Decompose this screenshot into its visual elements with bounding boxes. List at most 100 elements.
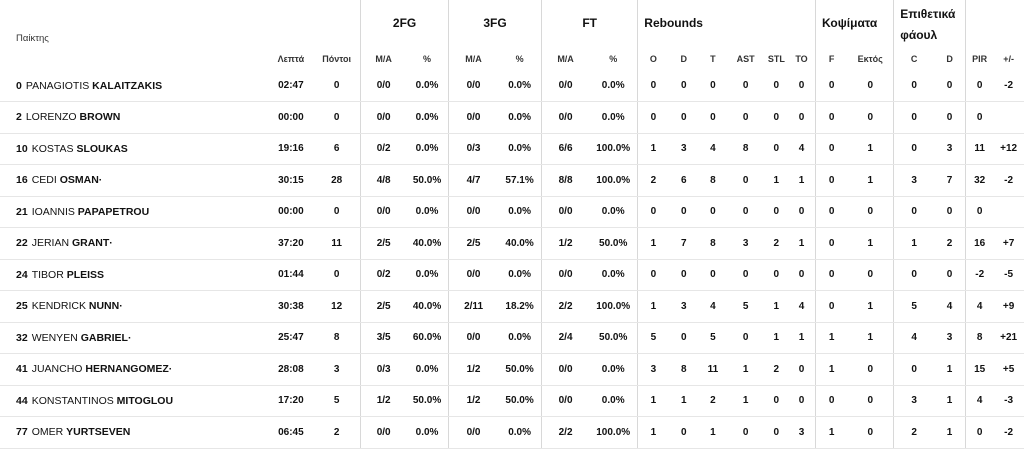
plus-minus-cell: +12 xyxy=(993,133,1024,165)
player-last-name: SLOUKAS xyxy=(76,142,128,155)
points-cell: 8 xyxy=(313,322,361,354)
blocks-against-cell: 1 xyxy=(847,227,894,260)
blocks-against-cell: 0 xyxy=(847,385,894,417)
assists-cell: 0 xyxy=(726,101,765,134)
player-name-cell[interactable]: 2 LORENZO BROWN xyxy=(0,101,269,134)
points-cell: 0 xyxy=(313,101,361,134)
fouls-committed-cell: 0 xyxy=(893,101,934,134)
ft-made-attempted-cell: 8/8 xyxy=(541,164,590,197)
total-rebounds-cell: 8 xyxy=(699,164,727,197)
minutes-cell: 19:16 xyxy=(268,133,314,165)
player-first-name: KENDRICK xyxy=(31,300,86,313)
2fg-made-attempted-cell: 0/0 xyxy=(360,101,407,134)
player-number: 21 xyxy=(16,205,28,218)
2fg-pct-cell: 0.0% xyxy=(406,416,449,449)
defensive-rebounds-header: D xyxy=(680,54,688,64)
points-cell: 12 xyxy=(313,290,361,323)
offensive-rebounds-cell: 0 xyxy=(637,259,669,291)
player-name-cell[interactable]: 44 KONSTANTINOS MITOGLOU xyxy=(0,385,269,417)
player-name-cell[interactable]: 41 JUANCHO HERNANGOMEZ· xyxy=(0,353,269,386)
2fg-made-attempted-cell: 0/2 xyxy=(360,259,407,291)
pir-header: PIR xyxy=(965,46,994,70)
2fg-made-attempted-cell: 1/2 xyxy=(360,385,407,417)
3fg-pct-cell: 0.0% xyxy=(498,259,542,291)
total-rebounds-header: T xyxy=(710,54,716,64)
offensive-rebounds-cell: 0 xyxy=(637,101,669,134)
player-name-cell[interactable]: 25 KENDRICK NUNN· xyxy=(0,290,269,323)
fouls-drawn-cell: 3 xyxy=(933,322,966,354)
pir-cell: 16 xyxy=(965,227,994,260)
blocks-against-cell: 0 xyxy=(847,196,894,228)
blocks-against-cell: 0 xyxy=(847,70,894,102)
3fg-pct-cell: 50.0% xyxy=(498,353,542,386)
pir-cell: 8 xyxy=(965,322,994,354)
assists-cell: 3 xyxy=(726,227,765,260)
ft-made-attempted-cell: 0/0 xyxy=(541,101,590,134)
player-name-cell[interactable]: 21 IOANNIS PAPAPETROU xyxy=(0,196,269,228)
fouls-drawn-cell: 0 xyxy=(933,101,966,134)
defensive-rebounds-cell: 0 xyxy=(668,416,700,449)
offensive-rebounds-cell: 1 xyxy=(637,290,669,323)
2fg-made-attempted-cell: 2/5 xyxy=(360,227,407,260)
group-2fg: 2FG xyxy=(360,0,449,46)
players-column-header: Παίκτης xyxy=(16,32,49,44)
offensive-rebounds-cell: 0 xyxy=(637,70,669,102)
minutes-cell: 30:38 xyxy=(268,290,314,323)
defensive-rebounds-cell: 7 xyxy=(668,227,700,260)
player-number: 32 xyxy=(16,331,28,344)
blocks-favor-cell: 0 xyxy=(815,259,848,291)
ft-pct-cell: 0.0% xyxy=(589,385,638,417)
2fg-made-attempted-cell: 0/3 xyxy=(360,353,407,386)
minutes-cell: 25:47 xyxy=(268,322,314,354)
plus-minus-cell: -2 xyxy=(993,416,1024,449)
blocks-favor-cell: 0 xyxy=(815,196,848,228)
player-last-name: NUNN· xyxy=(88,300,123,313)
pir-cell: 4 xyxy=(965,385,994,417)
blocks-against-cell: 1 xyxy=(847,164,894,197)
points-cell: 0 xyxy=(313,196,361,228)
player-name-cell[interactable]: 24 TIBOR PLEISS xyxy=(0,259,269,291)
minutes-header: Λεπτά xyxy=(277,54,305,64)
fouls-committed-cell: 4 xyxy=(893,322,934,354)
fouls-drawn-cell: 1 xyxy=(933,385,966,417)
fouls-drawn-cell: 2 xyxy=(933,227,966,260)
2fg-pct-cell: 0.0% xyxy=(406,259,449,291)
player-name-cell[interactable]: 22 JERIAN GRANT· xyxy=(0,227,269,260)
turnovers-header: TO xyxy=(795,54,808,64)
player-name-cell[interactable]: 77 OMER YURTSEVEN xyxy=(0,416,269,449)
pir-cell: 15 xyxy=(965,353,994,386)
defensive-rebounds-cell: 0 xyxy=(668,259,700,291)
player-row: 2 LORENZO BROWN 00:00 0 0/0 0.0% 0/0 0.0% 0/0 0.0… xyxy=(0,101,1024,134)
offensive-rebounds-cell: 1 xyxy=(637,416,669,449)
minutes-cell: 00:00 xyxy=(268,196,314,228)
turnovers-cell: 0 xyxy=(787,196,816,228)
player-name-cell[interactable]: 10 KOSTAS SLOUKAS xyxy=(0,133,269,165)
turnovers-cell: 3 xyxy=(787,416,816,449)
ft-pct-cell: 0.0% xyxy=(589,259,638,291)
player-row: 41 JUANCHO HERNANGOMEZ· 28:08 3 0/3 0.0% 1/2 50… xyxy=(0,353,1024,386)
player-name-cell[interactable]: 0 PANAGIOTIS KALAITZAKIS xyxy=(0,70,269,102)
2fg-made-attempted-cell: 0/0 xyxy=(360,416,407,449)
3fg-pct-header: % xyxy=(515,54,524,64)
ft-pct-cell: 0.0% xyxy=(589,101,638,134)
blocks-against-cell: 1 xyxy=(847,322,894,354)
3fg-made-attempted-cell: 4/7 xyxy=(447,164,499,197)
turnovers-cell: 0 xyxy=(787,353,816,386)
player-name-cell[interactable]: 16 CEDI OSMAN· xyxy=(0,164,269,197)
blocks-favor-cell: 0 xyxy=(815,101,848,134)
pir-cell: 0 xyxy=(965,196,994,228)
points-cell: 28 xyxy=(313,164,361,197)
player-name-cell[interactable]: 32 WENYEN GABRIEL· xyxy=(0,322,269,354)
total-rebounds-cell: 5 xyxy=(699,322,727,354)
player-last-name: MITOGLOU xyxy=(116,394,174,407)
steals-cell: 0 xyxy=(764,196,788,228)
group-blocks: Κοψίματα xyxy=(815,0,894,46)
group-offensive-fouls: Επιθετικά φάουλ xyxy=(893,0,966,46)
assists-cell: 1 xyxy=(726,353,765,386)
3fg-made-attempted-cell: 1/2 xyxy=(447,353,499,386)
3fg-made-attempted-cell: 0/0 xyxy=(447,416,499,449)
pir-cell: 32 xyxy=(965,164,994,197)
3fg-made-attempted-cell: 2/5 xyxy=(447,227,499,260)
ft-pct-cell: 0.0% xyxy=(589,353,638,386)
total-rebounds-cell: 8 xyxy=(699,227,727,260)
